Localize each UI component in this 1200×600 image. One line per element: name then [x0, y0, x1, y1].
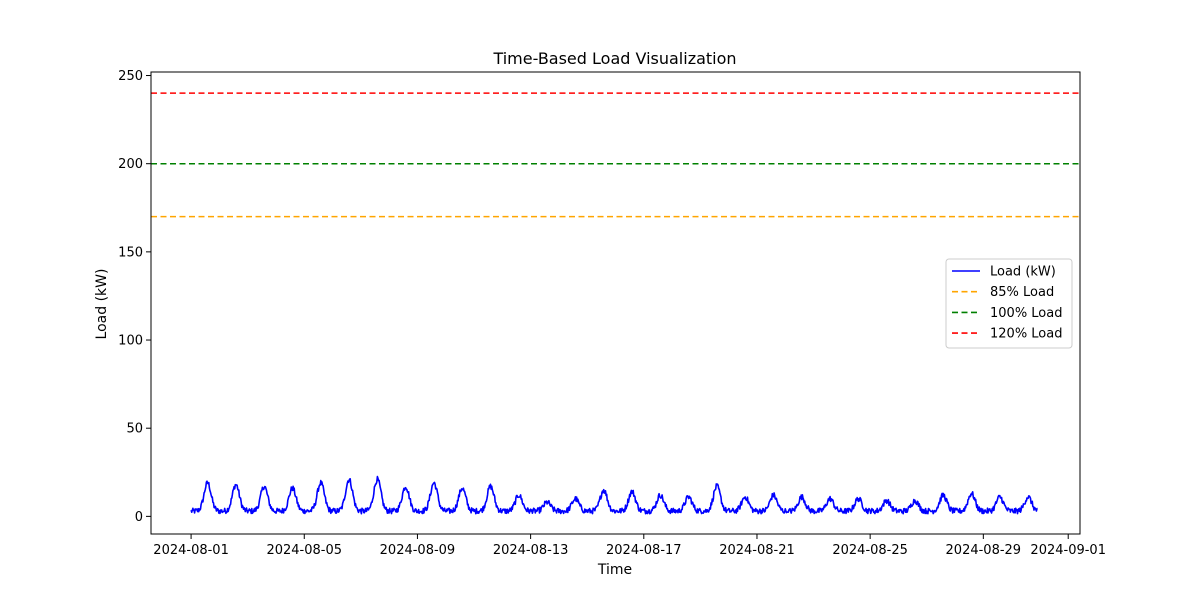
x-axis-label: Time — [597, 562, 632, 578]
y-tick-label: 0 — [135, 510, 143, 525]
y-tick-label: 250 — [118, 69, 143, 84]
plot-area — [151, 92, 1080, 515]
y-tick-label: 100 — [118, 334, 143, 349]
legend: Load (kW) 85% Load 100% Load 120% Load — [945, 258, 1073, 349]
plot-frame — [150, 71, 1081, 535]
legend-label: 120% Load — [990, 327, 1062, 342]
chart-title: Time-Based Load Visualization — [492, 49, 736, 68]
x-tick-label: 2024-08-09 — [380, 543, 456, 558]
legend-label: 85% Load — [990, 285, 1054, 300]
legend-label: Load (kW) — [990, 265, 1056, 280]
x-tick-label: 2024-08-29 — [946, 543, 1022, 558]
x-tick-label: 2024-09-01 — [1030, 543, 1106, 558]
x-tick-label: 2024-08-25 — [832, 543, 908, 558]
y-axis-label: Load (kW) — [94, 269, 110, 340]
y-tick-label: 50 — [126, 422, 143, 437]
y-tick-label: 200 — [118, 157, 143, 172]
axes: 0 50 100 150 200 250 2024-08-01 2024-08-05 2024-… — [118, 69, 1106, 558]
x-tick-label: 2024-08-13 — [493, 543, 569, 558]
load-series-line — [190, 475, 1038, 515]
x-tick-label: 2024-08-05 — [266, 543, 342, 558]
y-tick-label: 150 — [118, 245, 143, 260]
x-tick-label: 2024-08-01 — [153, 543, 229, 558]
legend-label: 100% Load — [990, 306, 1062, 321]
legend-box — [945, 258, 1073, 349]
x-tick-label: 2024-08-21 — [719, 543, 795, 558]
x-tick-label: 2024-08-17 — [606, 543, 682, 558]
